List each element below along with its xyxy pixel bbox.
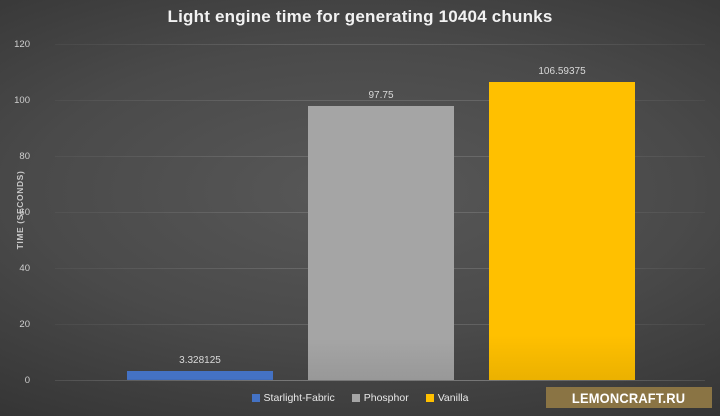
plot-area: 0 20 40 60 80 100 120 3.328125 97.75 106.59375 [14,39,705,386]
gridline [55,44,705,45]
bar-value-label: 3.328125 [179,355,221,366]
watermark-text: LEMONCRAFT.RU [572,389,686,406]
legend-swatch-icon [425,394,434,402]
gridline [55,100,705,101]
legend: Starlight-Fabric Phosphor Vanilla [0,392,720,404]
chart-title: Light engine time for generating 10404 c… [167,7,553,26]
legend-swatch-icon [251,394,260,402]
y-tick-label: 80 [19,150,30,162]
legend-label: Vanilla [437,392,469,404]
y-tick-label: 40 [19,262,30,274]
bar-starlight-fabric [127,371,273,380]
y-tick-label: 0 [24,374,30,386]
y-tick-label: 120 [14,38,30,50]
y-tick-label: 60 [19,206,30,218]
legend-item-vanilla: Vanilla [425,392,469,404]
y-tick-label: 20 [19,318,30,330]
legend-item-phosphor: Phosphor [351,392,409,404]
legend-label: Starlight-Fabric [263,392,335,404]
y-tick-label: 100 [14,94,30,106]
legend-label: Phosphor [363,392,409,404]
bar-value-label: 106.59375 [538,66,586,77]
x-axis-line [55,380,705,381]
bar-vanilla [489,82,635,380]
bar-value-label: 97.75 [368,90,394,101]
legend-swatch-icon [351,394,360,402]
watermark-badge: LEMONCRAFT.RU [546,387,712,408]
bar-phosphor [308,106,454,380]
legend-item-starlight-fabric: Starlight-Fabric [251,392,335,404]
